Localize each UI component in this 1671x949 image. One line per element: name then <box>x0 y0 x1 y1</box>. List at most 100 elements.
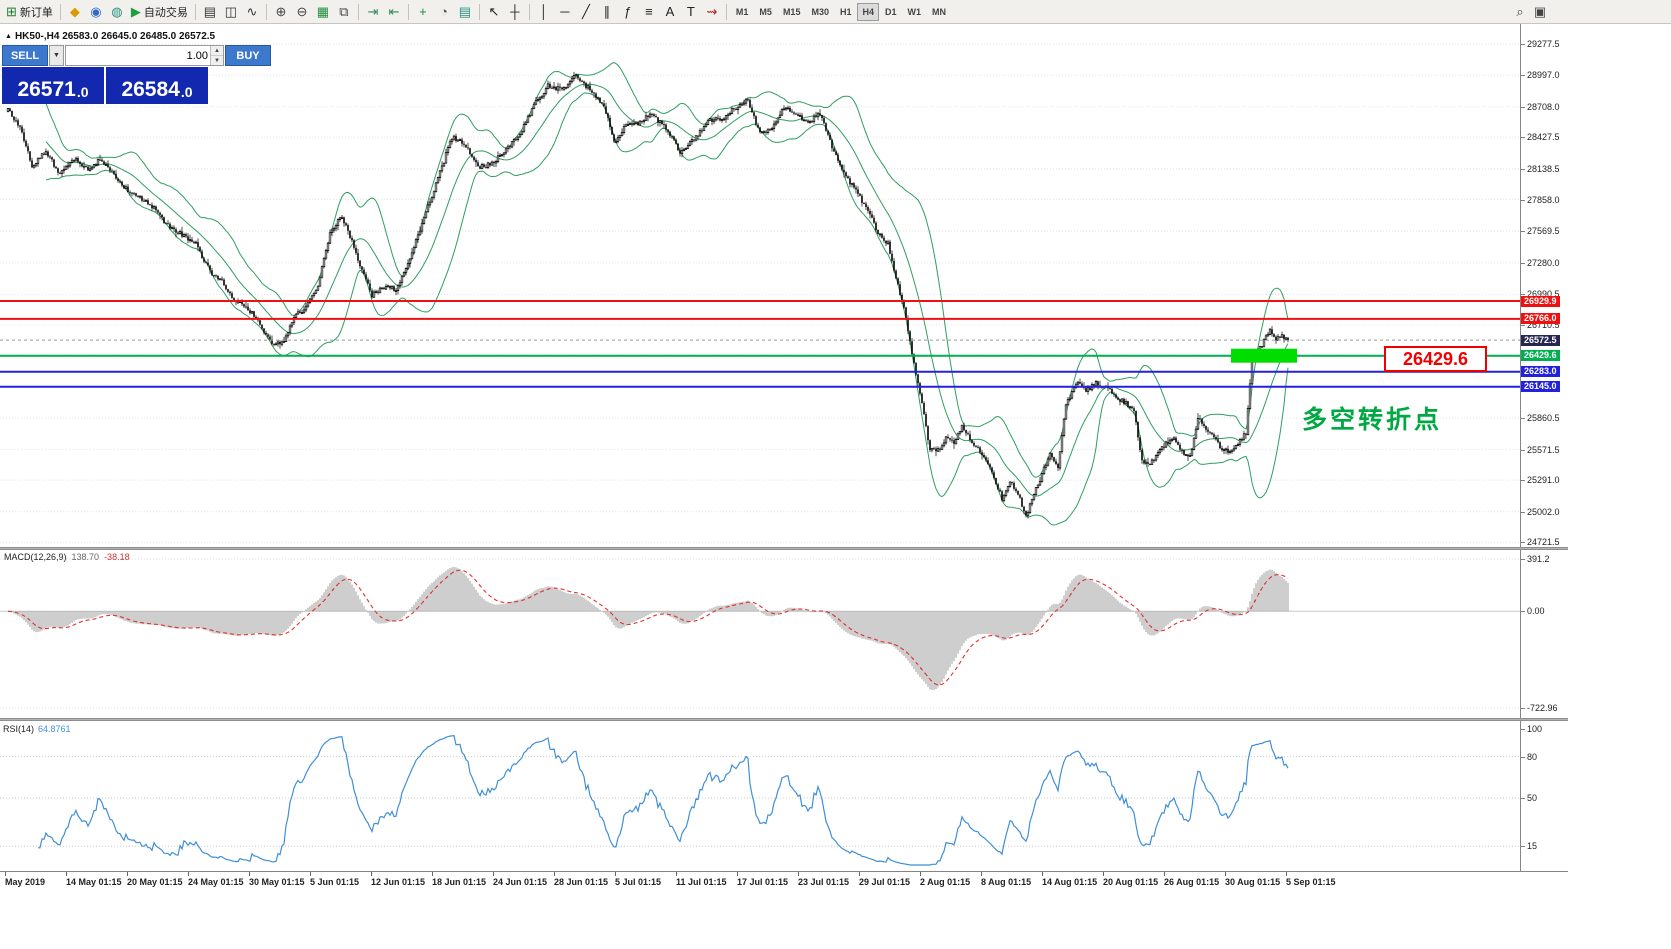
fibonacci-icon[interactable]: ƒ <box>618 2 638 22</box>
timeframe-MN[interactable]: MN <box>932 6 947 17</box>
ohlc-values: 26583.0 26645.0 26485.0 26572.5 <box>62 31 216 42</box>
arrows-icon[interactable]: ⇝ <box>702 2 722 22</box>
time-axis-label: 30 May 01:15 <box>249 877 305 887</box>
turning-point-annotation[interactable]: 多空转折点 <box>1302 406 1443 434</box>
panel-splitter[interactable] <box>0 547 1568 550</box>
volume-input[interactable] <box>66 46 210 65</box>
scale-tick <box>1521 708 1525 709</box>
scale-tick <box>1521 231 1525 233</box>
price-callout-box[interactable]: 26429.6 <box>1384 346 1487 372</box>
time-axis-label: 30 Aug 01:15 <box>1225 877 1281 887</box>
timeframe-M1[interactable]: M1 <box>735 6 749 17</box>
timeframe-H4[interactable]: H4 <box>857 2 879 21</box>
price-tag: 26929.9 <box>1521 295 1560 307</box>
time-axis-tick <box>615 872 616 876</box>
market-watch-icon[interactable]: ◆ <box>65 2 85 22</box>
templates-icon[interactable]: ▤ <box>455 2 475 22</box>
price-scale-label: 26710.5 <box>1527 320 1560 330</box>
timeframe-D1[interactable]: D1 <box>885 6 897 17</box>
scale-tick <box>1521 480 1525 482</box>
buy-price-int: 26584 <box>121 78 180 101</box>
time-axis-tick <box>66 872 67 876</box>
time-axis[interactable]: May 2019 14 May 01:15 20 May 01:15 24 May 0… <box>0 871 1568 893</box>
time-axis-label: 29 Jul 01:15 <box>859 877 911 887</box>
cursor-icon[interactable]: ↖ <box>484 2 504 22</box>
time-axis-label: 28 Jun 01:15 <box>554 877 609 887</box>
price-tag: 26283.0 <box>1521 366 1560 378</box>
sell-price-int: 26571 <box>17 78 76 101</box>
vertical-line-icon[interactable]: │ <box>534 2 554 22</box>
candlestick-chart-icon-glyph: ◫ <box>224 4 238 19</box>
toolbar-separator <box>725 3 727 20</box>
zoom-in-icon[interactable]: ⊕ <box>271 2 291 22</box>
main-chart-canvas[interactable] <box>0 24 1520 547</box>
text-icon-glyph: A <box>665 4 675 19</box>
volume-down-button[interactable]: ▼ <box>211 56 223 65</box>
timeframe-M15[interactable]: M15 <box>782 6 801 17</box>
timeframe-H1[interactable]: H1 <box>839 6 852 17</box>
panel-splitter[interactable] <box>0 718 1568 721</box>
scale-tick <box>1521 262 1525 264</box>
macd-panel-canvas[interactable] <box>0 550 1520 718</box>
crosshair-icon-glyph: ┼ <box>510 4 520 19</box>
tile-windows-icon[interactable]: ⧉ <box>334 2 354 22</box>
price-tag: 26429.6 <box>1521 350 1560 362</box>
buy-price-display[interactable]: 26584.0 <box>106 67 208 104</box>
green-highlight-rectangle[interactable] <box>1231 348 1297 363</box>
time-axis-tick <box>1042 872 1043 876</box>
volume-up-button[interactable]: ▲ <box>211 46 223 56</box>
shapes-icon[interactable]: ≡ <box>639 2 659 22</box>
time-axis-label: 2 Aug 01:15 <box>920 877 971 887</box>
trendline-icon[interactable]: ╱ <box>576 2 596 22</box>
candlestick-chart-icon[interactable]: ◫ <box>221 2 241 22</box>
text-icon[interactable]: A <box>660 2 680 22</box>
timeframe-M30[interactable]: M30 <box>811 6 829 17</box>
time-axis-tick <box>1164 872 1165 876</box>
auto-scroll-icon[interactable]: ⇤ <box>384 2 404 22</box>
time-axis-label: 11 Jul 01:15 <box>676 877 727 887</box>
line-chart-icon[interactable]: ∿ <box>242 2 262 22</box>
bull-candles <box>6 74 1288 516</box>
timeframe-W1[interactable]: W1 <box>907 6 922 17</box>
time-axis-tick <box>920 872 921 876</box>
crosshair-icon[interactable]: ┼ <box>505 2 525 22</box>
new-order-button[interactable]: ⊞ 新订单 <box>3 2 56 22</box>
chart-window: 29277.5 28997.0 28708.0 28427.5 28138.5 27858… <box>0 24 1671 949</box>
scale-tick <box>1521 798 1525 799</box>
auto-trading-button[interactable]: ▶ 自动交易 <box>128 2 191 22</box>
price-scale[interactable]: 29277.5 28997.0 28708.0 28427.5 28138.5 27858… <box>1521 24 1568 871</box>
timeframe-M5[interactable]: M5 <box>759 6 772 17</box>
time-axis-label: 23 Jul 01:15 <box>798 877 850 887</box>
scale-tick <box>1521 294 1525 296</box>
data-window-icon[interactable]: ◉ <box>86 2 106 22</box>
sell-button[interactable]: SELL <box>2 45 48 66</box>
sell-price-display[interactable]: 26571.0 <box>2 67 104 104</box>
buy-button[interactable]: BUY <box>225 45 271 66</box>
volume-dropdown-button[interactable]: ▼ <box>49 45 64 66</box>
time-axis-label: May 2019 <box>5 877 46 887</box>
price-scale-label: 27569.5 <box>1527 226 1560 237</box>
new-order-glyph: ⊞ <box>6 4 17 19</box>
chart-shift-icon[interactable]: ⇥ <box>363 2 383 22</box>
auto-scroll-icon-glyph: ⇤ <box>388 4 400 19</box>
price-scale-label: 25860.5 <box>1527 412 1560 423</box>
time-axis-tick <box>127 872 128 876</box>
horizontal-line-icon[interactable]: ─ <box>555 2 575 22</box>
chart-ohlc-header: ▲ HK50-,H4 26583.0 26645.0 26485.0 26572.… <box>5 31 215 42</box>
window-list-icon[interactable]: ▣ <box>1530 1 1550 21</box>
indicators-icon[interactable]: + <box>413 2 433 22</box>
channel-icon[interactable]: ∥ <box>597 2 617 22</box>
period-icon[interactable]: ◔ <box>434 2 454 22</box>
search-icon[interactable]: ⌕ <box>1510 1 1530 21</box>
text-label-icon[interactable]: T <box>681 2 701 22</box>
time-axis-label: 26 Aug 01:15 <box>1164 877 1220 887</box>
zoom-out-icon[interactable]: ⊖ <box>292 2 312 22</box>
bar-chart-icon[interactable]: ▤ <box>200 2 220 22</box>
navigator-icon[interactable]: ◍ <box>107 2 127 22</box>
time-axis-tick <box>5 872 6 876</box>
scale-tick <box>1521 449 1525 451</box>
time-axis-tick <box>432 872 433 876</box>
rsi-panel-canvas[interactable] <box>0 721 1520 871</box>
scale-tick <box>1521 168 1525 170</box>
grid-icon[interactable]: ▦ <box>313 2 333 22</box>
